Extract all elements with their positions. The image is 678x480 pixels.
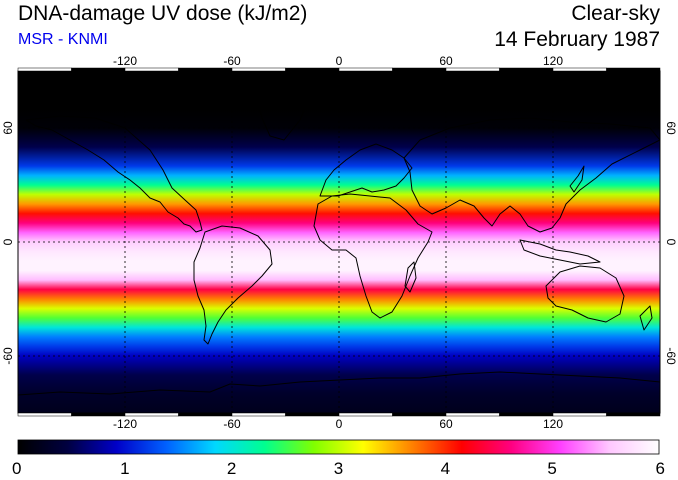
colorbar-label: 6 bbox=[656, 459, 665, 478]
frame-segment bbox=[178, 412, 233, 417]
frame-segment bbox=[392, 412, 447, 417]
colorbar-label: 3 bbox=[334, 459, 343, 478]
greenland-outline bbox=[254, 87, 311, 141]
frame-segment bbox=[606, 412, 661, 417]
frame-segment bbox=[392, 67, 447, 72]
longitude-labels-top: -120 -60 0 60 120 bbox=[113, 54, 563, 68]
frame-segment bbox=[338, 67, 393, 72]
colorbar-labels: 0 1 2 3 4 5 6 bbox=[12, 459, 665, 478]
colorbar-label: 4 bbox=[441, 459, 450, 478]
colorbar-label: 5 bbox=[547, 459, 556, 478]
europe-outline bbox=[319, 143, 413, 197]
frame-segment bbox=[499, 67, 554, 72]
frame-segment bbox=[17, 67, 72, 72]
longitude-label: -60 bbox=[223, 54, 241, 68]
japan-outline bbox=[569, 165, 585, 193]
north-america-outline bbox=[25, 115, 203, 233]
new-zealand-outline bbox=[639, 305, 653, 331]
frame-segment bbox=[178, 67, 233, 72]
frame-segment bbox=[124, 412, 179, 417]
longitude-label: 60 bbox=[439, 417, 453, 431]
longitude-label: 0 bbox=[336, 54, 343, 68]
antarctica-outline bbox=[18, 371, 660, 396]
frame-segment bbox=[285, 67, 340, 72]
longitude-label: 60 bbox=[439, 54, 453, 68]
frame-segment bbox=[445, 67, 500, 72]
latitude-label: -60 bbox=[664, 347, 678, 365]
longitude-label: 120 bbox=[543, 417, 563, 431]
frame-segment bbox=[231, 67, 286, 72]
frame-ticks bbox=[17, 67, 661, 417]
longitude-label: -60 bbox=[223, 417, 241, 431]
latitude-label: 60 bbox=[664, 121, 678, 135]
latitude-labels-left: 60 0 -60 bbox=[1, 121, 15, 365]
longitude-label: 120 bbox=[543, 54, 563, 68]
frame-segment bbox=[338, 412, 393, 417]
indonesia-outline bbox=[519, 239, 601, 265]
latitude-label: 60 bbox=[1, 121, 15, 135]
frame-segment bbox=[285, 412, 340, 417]
condition-label: Clear-sky bbox=[571, 2, 660, 25]
frame-segment bbox=[552, 412, 607, 417]
south-america-outline bbox=[193, 225, 273, 345]
latitude-label: 0 bbox=[1, 238, 15, 245]
latitude-label: 0 bbox=[664, 239, 678, 246]
date-label: 14 February 1987 bbox=[494, 28, 660, 51]
longitude-label: 0 bbox=[336, 417, 343, 431]
frame-segment bbox=[71, 67, 126, 72]
frame-segment bbox=[552, 67, 607, 72]
latitude-label: -60 bbox=[1, 347, 15, 365]
longitude-labels-bottom: -120 -60 0 60 120 bbox=[113, 417, 563, 431]
graticule bbox=[18, 71, 660, 413]
frame-segment bbox=[17, 412, 72, 417]
longitude-label: -120 bbox=[113, 54, 137, 68]
madagascar-outline bbox=[404, 261, 417, 293]
colorbar-label: 0 bbox=[12, 459, 21, 478]
frame-segment bbox=[231, 412, 286, 417]
frame-segment bbox=[124, 67, 179, 72]
latitude-labels-right: 60 0 -60 bbox=[664, 121, 678, 365]
africa-outline bbox=[313, 193, 433, 319]
colorbar-label: 2 bbox=[227, 459, 236, 478]
frame-segment bbox=[499, 412, 554, 417]
longitude-label: -120 bbox=[113, 417, 137, 431]
frame-segment bbox=[445, 412, 500, 417]
frame-segment bbox=[71, 412, 126, 417]
map-title: DNA-damage UV dose (kJ/m2) bbox=[18, 2, 308, 25]
colorbar-label: 1 bbox=[120, 459, 129, 478]
colorbar bbox=[17, 439, 660, 455]
frame-segment bbox=[606, 67, 661, 72]
australia-outline bbox=[545, 265, 625, 323]
source-label: MSR - KNMI bbox=[18, 31, 108, 48]
